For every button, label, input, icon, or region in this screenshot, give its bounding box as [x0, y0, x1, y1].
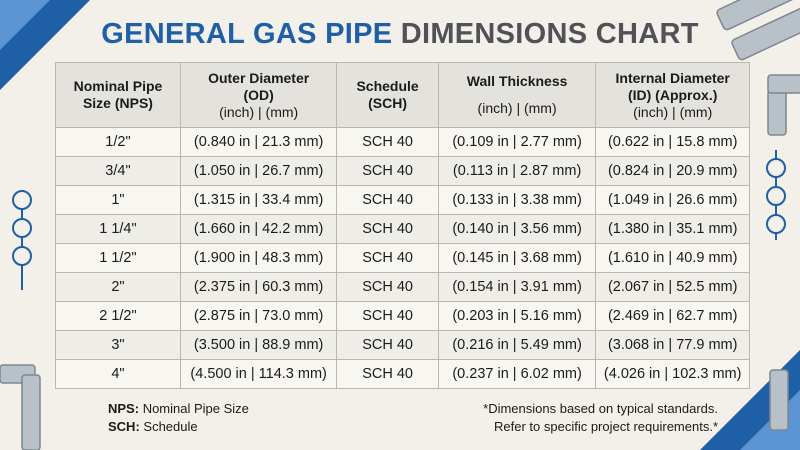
legend: NPS: Nominal Pipe Size SCH: Schedule — [108, 400, 249, 436]
table-cell: 2" — [55, 272, 181, 302]
table-cell: (1.610 in | 40.9 mm) — [595, 243, 750, 273]
header-cell: Schedule (SCH) — [336, 62, 439, 128]
note-line: *Dimensions based on typical standards. — [483, 401, 718, 416]
header-line: (OD) — [243, 86, 274, 103]
table-row: 2" (2.375 in | 60.3 mm) SCH 40 (0.154 in | … — [55, 272, 750, 302]
table-cell: (0.622 in | 15.8 mm) — [595, 127, 750, 157]
legend-item: NPS: Nominal Pipe Size — [108, 400, 249, 418]
header-line: Internal Diameter — [615, 69, 730, 86]
table-cell: 1 1/2" — [55, 243, 181, 273]
table-cell: 1" — [55, 185, 181, 215]
table-cell: (0.824 in | 20.9 mm) — [595, 156, 750, 186]
dimensions-table: Nominal Pipe Size (NPS) Outer Diameter (OD)… — [55, 62, 750, 389]
header-line: (inch) | (mm) — [477, 100, 557, 116]
table-row: 1" (1.315 in | 33.4 mm) SCH 40 (0.133 in | … — [55, 185, 750, 215]
table-cell: (3.068 in | 77.9 mm) — [595, 330, 750, 360]
gas-icons — [12, 150, 786, 290]
header-line: Size (NPS) — [82, 95, 153, 111]
table-cell: (1.900 in | 48.3 mm) — [179, 243, 338, 273]
table-cell: SCH 40 — [336, 185, 439, 215]
table-row: 3/4" (1.050 in | 26.7 mm) SCH 40 (0.113 in … — [55, 156, 750, 186]
table-cell: (1.050 in | 26.7 mm) — [179, 156, 338, 186]
table-cell: SCH 40 — [336, 272, 439, 302]
table-cell: (1.380 in | 35.1 mm) — [595, 214, 750, 244]
header-line: Nominal Pipe — [73, 78, 163, 94]
table-cell: (0.154 in | 3.91 mm) — [437, 272, 597, 302]
legend-key: SCH: — [108, 419, 140, 434]
header-line: Wall Thickness — [466, 73, 568, 89]
table-row: 1/2" (0.840 in | 21.3 mm) SCH 40 (0.109 in … — [55, 127, 750, 157]
table-cell: SCH 40 — [336, 301, 439, 331]
header-line: Outer Diameter — [208, 69, 310, 86]
header-line: (SCH) — [368, 95, 408, 111]
header-row: Nominal Pipe Size (NPS) Outer Diameter (OD)… — [55, 62, 750, 128]
table-row: 3" (3.500 in | 88.9 mm) SCH 40 (0.216 in | … — [55, 330, 750, 360]
table-cell: (1.049 in | 26.6 mm) — [595, 185, 750, 215]
table-cell: (4.026 in | 102.3 mm) — [595, 359, 750, 389]
header-cell: Nominal Pipe Size (NPS) — [55, 62, 181, 128]
table-cell: SCH 40 — [336, 330, 439, 360]
table-cell: (0.203 in | 5.16 mm) — [437, 301, 597, 331]
table-cell: (2.375 in | 60.3 mm) — [179, 272, 338, 302]
table-cell: (0.113 in | 2.87 mm) — [437, 156, 597, 186]
table-row: 2 1/2" (2.875 in | 73.0 mm) SCH 40 (0.203 i… — [55, 301, 750, 331]
table-row: 1 1/2" (1.900 in | 48.3 mm) SCH 40 (0.145 i… — [55, 243, 750, 273]
table-cell: (2.469 in | 62.7 mm) — [595, 301, 750, 331]
table-cell: (4.500 in | 114.3 mm) — [179, 359, 338, 389]
header-line: (ID) (Approx.) — [627, 86, 718, 103]
table-cell: (0.840 in | 21.3 mm) — [179, 127, 338, 157]
table-cell: SCH 40 — [336, 243, 439, 273]
table-cell: 1/2" — [55, 127, 181, 157]
header-line: Schedule — [356, 78, 419, 94]
header-cell: Outer Diameter (OD) (inch) | (mm) — [179, 62, 338, 128]
header-cell: Internal Diameter (ID) (Approx.) (inch) | … — [595, 62, 750, 128]
table-cell: SCH 40 — [336, 127, 439, 157]
table-cell: (0.133 in | 3.38 mm) — [437, 185, 597, 215]
table-cell: (2.067 in | 52.5 mm) — [595, 272, 750, 302]
table-cell: (0.216 in | 5.49 mm) — [437, 330, 597, 360]
table-cell: 1 1/4" — [55, 214, 181, 244]
corner-shape — [0, 0, 50, 50]
table-cell: 3/4" — [55, 156, 181, 186]
header-line: (inch) | (mm) — [219, 103, 299, 120]
table-cell: SCH 40 — [336, 359, 439, 389]
header-line: (inch) | (mm) — [633, 103, 713, 120]
table-cell: (0.145 in | 3.68 mm) — [437, 243, 597, 273]
table-cell: (0.109 in | 2.77 mm) — [437, 127, 597, 157]
table-row: 1 1/4" (1.660 in | 42.2 mm) SCH 40 (0.140 i… — [55, 214, 750, 244]
table-cell: (0.140 in | 3.56 mm) — [437, 214, 597, 244]
table-cell: (2.875 in | 73.0 mm) — [179, 301, 338, 331]
table-cell: SCH 40 — [336, 156, 439, 186]
title-part: DIMENSIONS CHART — [400, 18, 699, 50]
table-cell: (1.315 in | 33.4 mm) — [179, 185, 338, 215]
table-cell: 2 1/2" — [55, 301, 181, 331]
table-cell: (0.237 in | 6.02 mm) — [437, 359, 597, 389]
table-row: 4" (4.500 in | 114.3 mm) SCH 40 (0.237 in |… — [55, 359, 750, 389]
legend-item: SCH: Schedule — [108, 418, 249, 436]
title: GENERAL GAS PIPE DIMENSIONS CHART — [0, 18, 800, 51]
table-cell: (3.500 in | 88.9 mm) — [179, 330, 338, 360]
legend-text: Nominal Pipe Size — [142, 401, 249, 416]
legend-key: NPS: — [108, 401, 140, 416]
note-line: Refer to specific project requirements.* — [494, 419, 718, 434]
table-cell: 3" — [55, 330, 181, 360]
table-cell: (1.660 in | 42.2 mm) — [179, 214, 338, 244]
note: *Dimensions based on typical standards. R… — [483, 400, 718, 436]
title-part: GENERAL GAS PIPE — [101, 18, 393, 50]
header-cell: Wall Thickness (inch) | (mm) — [437, 62, 597, 128]
legend-text: Schedule — [143, 419, 198, 434]
table-cell: SCH 40 — [336, 214, 439, 244]
table-cell: 4" — [55, 359, 181, 389]
